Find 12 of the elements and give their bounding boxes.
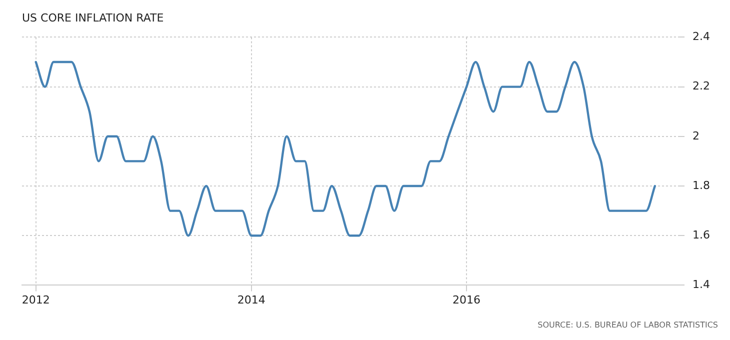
chart-title: US CORE INFLATION RATE bbox=[22, 11, 164, 24]
x-tick-label: 2012 bbox=[22, 294, 50, 307]
y-tick-label: 2.2 bbox=[692, 80, 710, 93]
y-tick-label: 2.4 bbox=[692, 30, 710, 44]
y-tick-label: 2 bbox=[692, 129, 700, 142]
y-tick-label: 1.8 bbox=[692, 178, 710, 192]
y-tick-label: 1.6 bbox=[692, 228, 710, 242]
source-note: SOURCE: U.S. BUREAU OF LABOR STATISTICS bbox=[538, 320, 718, 330]
y-tick-label: 1.4 bbox=[692, 278, 710, 292]
x-tick-label: 2014 bbox=[237, 294, 266, 307]
x-tick-label: 2016 bbox=[452, 294, 481, 307]
line-series bbox=[34, 60, 656, 237]
